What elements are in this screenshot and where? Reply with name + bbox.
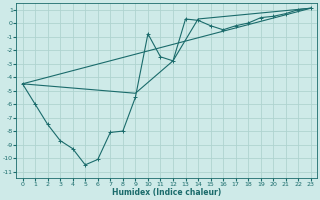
X-axis label: Humidex (Indice chaleur): Humidex (Indice chaleur) bbox=[112, 188, 221, 197]
